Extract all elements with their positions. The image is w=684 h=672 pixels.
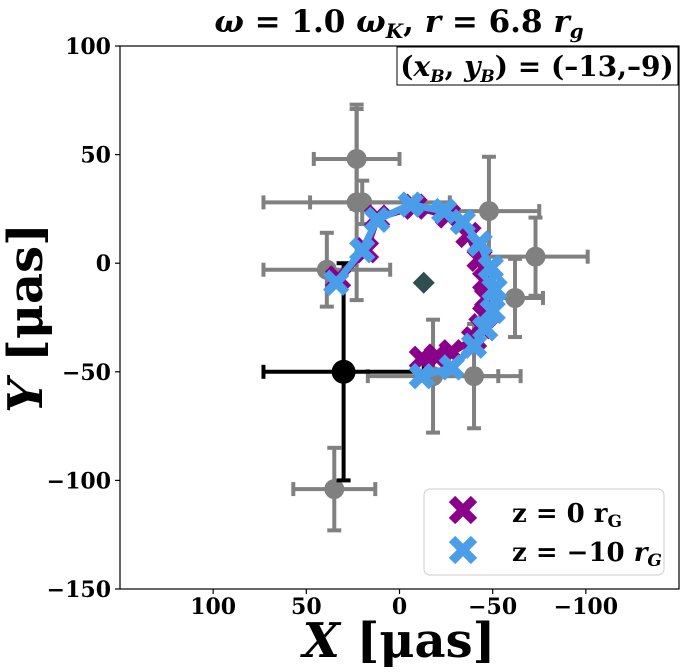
series-marker	[472, 315, 499, 342]
series-marker	[477, 254, 504, 281]
x-tick-label: 100	[190, 594, 236, 620]
legend: z = 0 rG z = −10 rG	[423, 488, 665, 576]
series-marker	[481, 276, 508, 303]
observation-point	[478, 201, 499, 222]
x-tick-label: −100	[554, 594, 618, 620]
observation-point	[324, 479, 345, 500]
x-tick-label: 0	[392, 594, 407, 620]
y-axis-label: Y [μas]	[0, 223, 54, 413]
series-marker	[479, 297, 506, 325]
series-marker	[363, 206, 391, 233]
series-layer	[322, 191, 508, 390]
y-tick-label: 50	[80, 143, 111, 169]
annotation-box	[396, 46, 679, 86]
x-tick-label: −50	[468, 594, 517, 620]
chart-title: ω = 1.0 ωK, r = 6.8 rg	[214, 4, 583, 43]
axis-ticks: 100 50 0 −50 −100 100 50 0 −50 −100 −150	[47, 34, 618, 620]
series-marker	[322, 269, 350, 296]
y-tick-label: −50	[62, 360, 111, 386]
x-tick-label: 50	[291, 594, 322, 620]
observation-point	[525, 246, 546, 267]
series-marker	[466, 230, 493, 257]
legend-label-z0: z = 0 rG	[512, 499, 622, 532]
legend-label-z-10: z = −10 rG	[512, 538, 662, 571]
series-marker	[438, 354, 465, 381]
observation-point	[352, 192, 373, 213]
y-tick-label: −100	[47, 468, 111, 494]
series-1	[322, 191, 508, 390]
series-marker	[449, 208, 477, 236]
series-marker	[349, 236, 376, 264]
y-tick-label: −150	[47, 577, 111, 603]
center-marker	[412, 271, 435, 294]
y-tick-label: 100	[65, 34, 111, 60]
legend-x-mark	[448, 495, 478, 525]
series-marker	[397, 191, 424, 218]
series-marker	[431, 197, 458, 225]
x-axis-label: X [μas]	[300, 613, 496, 669]
annotation-text: (xB, yB) = (–13,–9)	[400, 50, 673, 87]
legend-box	[423, 488, 665, 576]
legend-marker-z-10	[448, 535, 478, 565]
series-marker	[408, 362, 436, 390]
observation-point	[505, 287, 526, 308]
reference-point	[331, 359, 356, 384]
y-tick-label: 0	[96, 251, 111, 277]
legend-x-mark	[448, 535, 478, 565]
legend-marker-z0	[448, 495, 478, 525]
reference-layer	[261, 261, 435, 483]
